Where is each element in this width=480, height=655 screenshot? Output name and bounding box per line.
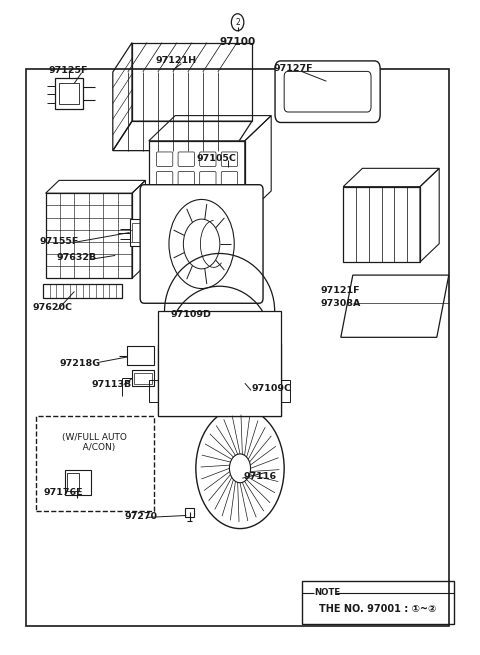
Text: 97632B: 97632B [57, 253, 97, 262]
FancyBboxPatch shape [200, 172, 216, 186]
Bar [65, 470, 91, 495]
Text: 97308A: 97308A [321, 299, 361, 308]
Bar [149, 141, 245, 216]
Bar [46, 193, 132, 278]
Text: 97113B: 97113B [91, 380, 132, 389]
Bar [130, 219, 154, 246]
Text: 97218G: 97218G [60, 359, 101, 368]
Text: 97125F: 97125F [49, 66, 88, 75]
Text: 97620C: 97620C [33, 303, 72, 312]
Bar [67, 473, 79, 491]
Bar [36, 416, 154, 511]
Bar [185, 508, 194, 517]
FancyBboxPatch shape [221, 172, 238, 186]
Bar [281, 380, 290, 402]
Text: NOTE: NOTE [314, 588, 340, 597]
FancyBboxPatch shape [178, 191, 194, 206]
Bar [302, 581, 454, 624]
Text: 97176E: 97176E [43, 488, 83, 497]
FancyBboxPatch shape [178, 172, 194, 186]
FancyBboxPatch shape [156, 191, 173, 206]
Text: THE NO. 97001 : ①~②: THE NO. 97001 : ①~② [319, 604, 437, 614]
Text: (W/FULL AUTO
   A/CON): (W/FULL AUTO A/CON) [62, 433, 127, 452]
Bar [158, 344, 281, 416]
Text: 2: 2 [235, 18, 240, 27]
Bar [134, 373, 152, 384]
FancyBboxPatch shape [200, 191, 216, 206]
Text: 97270: 97270 [125, 512, 158, 521]
Bar [26, 69, 449, 626]
FancyBboxPatch shape [275, 61, 380, 122]
Bar [158, 311, 281, 416]
FancyBboxPatch shape [156, 172, 173, 186]
Bar [59, 83, 79, 104]
FancyBboxPatch shape [156, 152, 173, 166]
Text: 97105C: 97105C [197, 154, 237, 163]
FancyBboxPatch shape [200, 152, 216, 166]
Text: 97109D: 97109D [170, 310, 211, 319]
FancyBboxPatch shape [140, 185, 263, 303]
Text: 97127F: 97127F [274, 64, 313, 73]
Bar [127, 346, 154, 365]
Bar [132, 223, 151, 242]
Bar [55, 78, 83, 109]
Bar [132, 370, 154, 386]
FancyBboxPatch shape [221, 152, 238, 166]
Bar [343, 187, 420, 262]
Text: 97155F: 97155F [40, 236, 79, 246]
FancyBboxPatch shape [221, 191, 238, 206]
Text: 97121F: 97121F [321, 286, 360, 295]
Bar [43, 284, 122, 298]
Bar [149, 380, 158, 402]
Text: 97109C: 97109C [252, 384, 292, 393]
FancyBboxPatch shape [284, 71, 371, 112]
Text: 97121H: 97121H [156, 56, 197, 66]
Text: 97116: 97116 [244, 472, 277, 481]
Text: 97100: 97100 [219, 37, 256, 47]
FancyBboxPatch shape [178, 152, 194, 166]
